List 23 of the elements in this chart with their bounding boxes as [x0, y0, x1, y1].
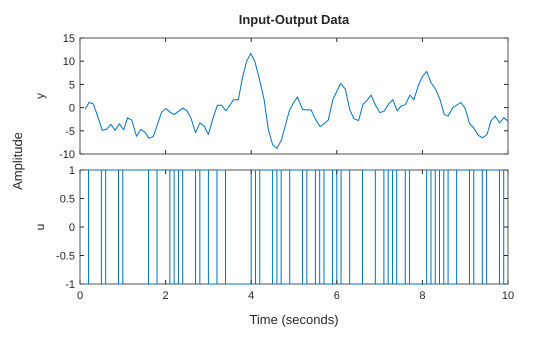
line-series [84, 52, 508, 149]
x-tick-label: 8 [419, 290, 426, 302]
y-tick-label: -10 [59, 149, 75, 161]
x-tick-label: 0 [76, 290, 84, 302]
y-tick-label: -1 [65, 279, 75, 291]
y-tick-label: 0.5 [60, 194, 75, 206]
y-tick-label: -5 [65, 126, 75, 138]
x-tick-label: 4 [248, 290, 254, 302]
y-tick-label: -0.5 [56, 250, 75, 262]
y-tick-label: 0 [68, 222, 75, 234]
text: Amplitude [10, 132, 25, 190]
x-tick-label: 10 [502, 290, 514, 302]
y-tick-label: 0 [68, 102, 75, 115]
y-tick-label: 1 [68, 165, 75, 177]
y-tick-label: 10 [62, 56, 75, 68]
chart-title: Input-Output Data [238, 12, 350, 27]
y-tick-label: 5 [68, 79, 75, 92]
x-axis-title: Time (seconds) [249, 312, 339, 327]
x-tick-label: 6 [334, 290, 340, 302]
x-tick-label: 2 [162, 290, 169, 302]
y-tick-label: 15 [62, 33, 75, 45]
y-axis-title: u [33, 224, 47, 230]
y-axis-title: y [33, 93, 47, 99]
